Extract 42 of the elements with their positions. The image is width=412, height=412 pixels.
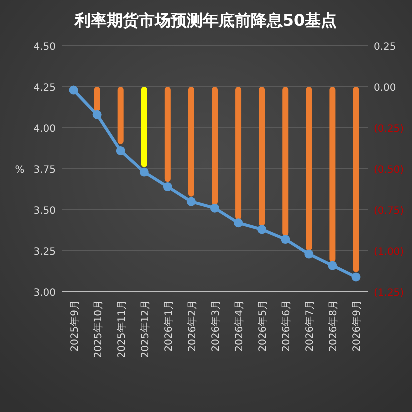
x-tick-label: 2026年6月 — [280, 300, 293, 352]
x-tick-label: 2026年2月 — [186, 300, 198, 352]
y2-tick-label: 0.00 — [374, 83, 396, 94]
y-tick-label: 3.50 — [34, 206, 56, 217]
x-tick-label: 2025年9月 — [68, 300, 81, 352]
y2-tick-label: (1.00) — [374, 247, 404, 258]
y-tick-label: 4.00 — [34, 124, 56, 135]
x-tick-label: 2025年10月 — [92, 300, 104, 358]
point — [92, 110, 102, 120]
point — [258, 225, 267, 234]
y-tick-label: 3.75 — [34, 165, 56, 176]
point — [69, 86, 78, 95]
x-tick-label: 2026年9月 — [351, 300, 364, 352]
y2-tick-label: 0.25 — [374, 42, 396, 53]
x-tick-label: 2025年11月 — [116, 300, 128, 358]
x-tick-label: 2026年8月 — [328, 300, 340, 352]
point — [186, 197, 196, 206]
y-tick-label: 3.25 — [34, 247, 56, 258]
y-tick-label: 4.25 — [34, 83, 56, 94]
chart-title: 利率期货市场预测年底前降息50基点 — [74, 11, 338, 30]
point — [328, 261, 338, 270]
y-tick-label: 3.00 — [34, 288, 56, 299]
point — [304, 250, 314, 259]
point — [116, 146, 126, 156]
x-tick-label: 2026年4月 — [234, 300, 246, 352]
x-tick-label: 2026年3月 — [210, 300, 222, 352]
x-tick-label: 2025年12月 — [139, 300, 152, 358]
point — [234, 218, 244, 228]
point — [281, 235, 290, 244]
point — [210, 204, 220, 213]
x-tick-label: 2026年1月 — [162, 300, 175, 352]
y2-tick-label: (0.75) — [374, 206, 404, 217]
point — [163, 182, 172, 192]
y2-tick-label: (0.50) — [374, 165, 404, 176]
point — [140, 168, 149, 177]
x-tick-label: 2026年5月 — [257, 300, 270, 352]
y-tick-label: 4.50 — [34, 42, 56, 53]
y-axis-title: % — [15, 165, 25, 176]
point — [352, 272, 361, 282]
x-tick-label: 2026年7月 — [304, 300, 316, 352]
y2-tick-label: (1.25) — [374, 288, 404, 299]
y2-tick-label: (0.25) — [374, 124, 404, 135]
